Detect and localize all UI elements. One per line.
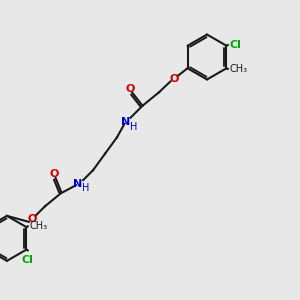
Text: O: O — [169, 74, 179, 84]
Text: Cl: Cl — [229, 40, 241, 50]
Text: H: H — [130, 122, 137, 132]
Text: N: N — [74, 179, 82, 189]
Text: CH₃: CH₃ — [29, 221, 47, 231]
Text: H: H — [82, 183, 89, 193]
Text: CH₃: CH₃ — [229, 64, 248, 74]
Text: O: O — [126, 84, 135, 94]
Text: Cl: Cl — [22, 255, 34, 265]
Text: O: O — [28, 214, 37, 224]
Text: O: O — [49, 169, 59, 179]
Text: N: N — [122, 117, 130, 127]
